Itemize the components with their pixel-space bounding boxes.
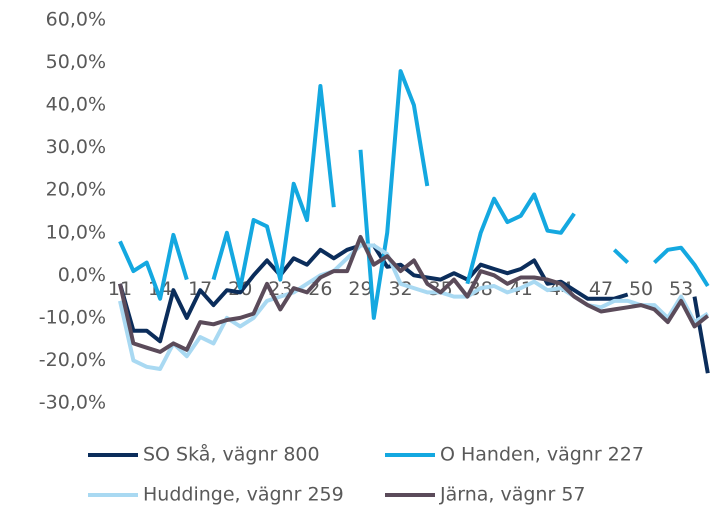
x-tick-label: 47: [589, 278, 613, 300]
legend-label: Järna, vägnr 57: [439, 484, 586, 506]
x-tick-label: 32: [388, 278, 412, 300]
series-line: [118, 69, 710, 320]
x-tick-label: 29: [348, 278, 372, 300]
series-line: [118, 235, 710, 354]
y-tick-label: -30,0%: [39, 392, 106, 414]
legend-label: Huddinge, vägnr 259: [143, 484, 344, 506]
y-tick-label: -10,0%: [39, 306, 106, 328]
legend-label: SO Skå, vägnr 800: [143, 443, 320, 466]
y-tick-label: 40,0%: [46, 94, 106, 116]
y-tick-label: 60,0%: [46, 9, 106, 31]
y-tick-label: 50,0%: [46, 51, 106, 73]
y-tick-label: -20,0%: [39, 349, 106, 371]
y-tick-label: 10,0%: [46, 221, 106, 243]
x-tick-label: 50: [629, 278, 653, 300]
y-tick-label: 30,0%: [46, 136, 106, 158]
legend-label: O Handen, vägnr 227: [440, 444, 644, 466]
y-tick-label: 20,0%: [46, 179, 106, 201]
y-tick-label: 0,0%: [58, 264, 106, 286]
x-tick-label: 53: [669, 278, 693, 300]
series-line: [118, 243, 709, 371]
